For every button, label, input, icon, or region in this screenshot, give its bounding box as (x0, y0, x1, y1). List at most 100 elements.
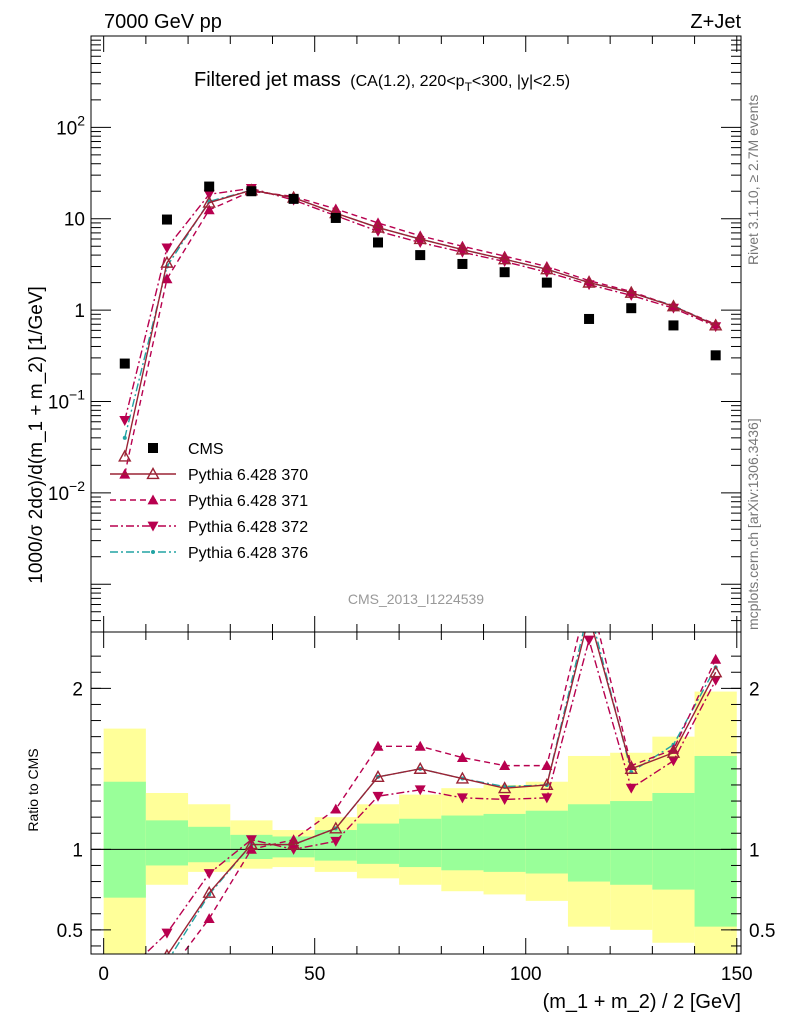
legend-label-p372: Pythia 6.428 372 (188, 519, 308, 536)
ratio-ytick-label-right: 0.5 (749, 921, 775, 942)
point-cms-45 (288, 193, 299, 204)
point-p372-15 (161, 243, 173, 254)
point-cms-95 (499, 267, 510, 278)
ratio-ytick-label-left: 0.5 (57, 921, 83, 942)
legend-label-p376: Pythia 6.428 376 (188, 545, 308, 562)
ratio-point-p370-115 (584, 610, 595, 620)
point-cms-125 (626, 303, 637, 314)
ratio-point-p370-105 (540, 778, 554, 791)
ratio-band-inner (525, 810, 568, 874)
ratio-band-inner (610, 801, 653, 885)
ratio-point-p372-135 (667, 756, 679, 767)
ratio-point-p370-145 (708, 665, 723, 678)
main-ytick-base: 1 (74, 301, 85, 322)
ratio-plot-axes: 0.5 0.5 1 1 2 2 0 50 100 150 (57, 632, 775, 985)
ratio-xtick-label: 0 (98, 964, 109, 985)
point-cms-15 (161, 214, 172, 225)
header-process-label: Z+Jet (690, 11, 741, 33)
ratio-band-inner (356, 823, 400, 864)
point-p370-135 (666, 299, 681, 312)
point-cms-135 (668, 320, 679, 331)
legend-label-cms: CMS (188, 441, 224, 458)
ratio-band-inner (652, 793, 695, 890)
side-text-mcplots: mcplots.cern.ch [arXiv:1306.3436] (745, 418, 761, 630)
ratio-ytick-label-left: 2 (72, 679, 83, 700)
legend-marker-p372 (147, 521, 159, 532)
ratio-band-inner (567, 804, 611, 882)
point-p370-5 (118, 449, 132, 462)
plot-subtitle-b: <300, |y|<2.5) (472, 73, 570, 90)
point-p370-145 (708, 318, 723, 331)
ratio-xtick-label: 50 (304, 964, 325, 985)
ratio-point-p376-5 (123, 984, 127, 988)
ratio-series (119, 586, 723, 1005)
ratio-point-p371-5 (119, 995, 130, 1005)
ratio-point-p372-45 (288, 844, 300, 855)
legend-item-p371: Pythia 6.428 371 (110, 493, 308, 510)
ratio-point-p370-65 (371, 769, 385, 782)
series-p376 (122, 188, 718, 440)
ratio-point-p372-95 (499, 795, 511, 805)
main-ytick-base: 10 (48, 484, 69, 505)
main-ytick-base: 10 (48, 392, 69, 413)
legend-marker-p371 (147, 494, 159, 505)
main-ytick-exp: 2 (77, 112, 85, 128)
point-p372-5 (119, 416, 131, 426)
main-ytick-label: 1 (74, 301, 85, 322)
legend-item-p370: Pythia 6.428 370 (110, 467, 308, 484)
ratio-point-p372-125 (625, 783, 637, 794)
ratio-point-p370-45 (286, 837, 301, 850)
ratio-point-p376-115 (587, 606, 591, 610)
ratio-point-p372-75 (414, 785, 426, 796)
plot-subtitle-a: (CA(1.2), 220<p (350, 73, 464, 90)
analysis-label: CMS_2013_I1224539 (348, 591, 484, 607)
plot-subtitle-sub: T (465, 80, 473, 94)
point-cms-35 (246, 186, 257, 197)
point-p370-85 (455, 242, 470, 255)
ratio-line-p370 (167, 632, 717, 954)
ratio-point-p370-15 (164, 948, 170, 954)
point-p376-5 (122, 435, 127, 440)
ratio-band-inner (694, 755, 737, 927)
ratio-band-inner (145, 820, 189, 866)
ratio-xlabel: (m_1 + m_2) / 2 [GeV] (543, 991, 741, 1013)
legend-label-p370: Pythia 6.428 370 (188, 467, 308, 484)
ratio-line-p372 (144, 637, 717, 954)
point-p370-75 (413, 232, 427, 245)
ratio-point-p376-15 (165, 960, 169, 964)
main-plot-series (118, 181, 723, 479)
ratio-point-p371-95 (499, 760, 511, 771)
point-p370-15 (160, 255, 174, 268)
ratio-bands (91, 691, 741, 954)
ratio-point-p370-95 (497, 781, 512, 794)
ratio-point-p371-105 (541, 760, 553, 771)
ratio-band-inner (441, 815, 484, 871)
ratio-series-p370 (164, 610, 723, 954)
legend-marker-p376 (151, 550, 155, 554)
ratio-point-p372-55 (330, 836, 342, 847)
legend-item-p372: Pythia 6.428 372 (110, 519, 308, 536)
ratio-point-p370-135 (666, 745, 681, 758)
ratio-point-p370-25 (202, 885, 216, 898)
ratio-point-p371-115 (584, 586, 595, 596)
ratio-point-p371-25 (203, 913, 215, 923)
point-cms-55 (330, 212, 341, 223)
ratio-point-p370-55 (329, 821, 343, 834)
point-cms-85 (457, 258, 468, 269)
point-cms-145 (710, 350, 721, 361)
legend-item-cms: CMS (148, 441, 224, 458)
point-cms-75 (415, 250, 426, 261)
main-ytick-label: 10 (64, 210, 85, 231)
ratio-point-p371-75 (414, 740, 426, 751)
ratio-point-p372-85 (456, 793, 468, 804)
point-p371-15 (161, 273, 173, 284)
legend: CMS Pythia 6.428 370 Pythia 6.428 371 Pythi… (110, 441, 308, 562)
main-ytick-base: 10 (56, 118, 77, 139)
ratio-xtick-label: 100 (510, 964, 542, 985)
series-p371 (119, 185, 722, 479)
ratio-point-p372-25 (203, 869, 215, 879)
main-ytick-exp: −2 (69, 478, 85, 494)
plot-title: Filtered jet mass (CA(1.2), 220<pT<300, … (194, 69, 570, 94)
